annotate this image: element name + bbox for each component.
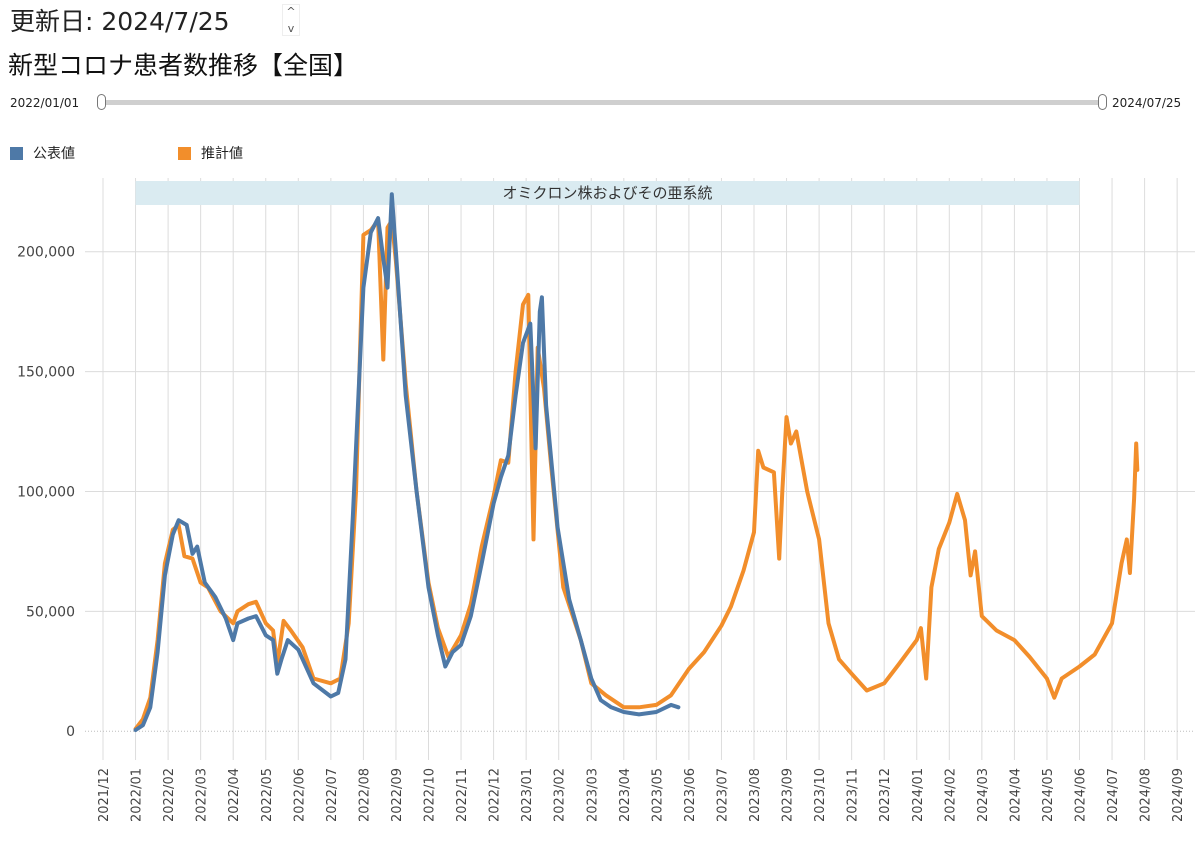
y-axis: 0 50,000 100,000 150,000 200,000 [17, 245, 75, 741]
chart-series [133, 192, 1140, 732]
range-start-handle[interactable] [97, 94, 106, 110]
x-tick-label-19: 2023/07 [715, 768, 730, 822]
x-tick-label-12: 2022/12 [488, 768, 503, 822]
y-tick-label-2: 100,000 [17, 484, 75, 500]
y-tick-label-0: 0 [66, 724, 75, 740]
x-tick-label-1: 2022/01 [130, 768, 145, 822]
update-date-row: 更新日: 2024/7/25 [10, 0, 230, 40]
x-tick-label-9: 2022/09 [390, 768, 405, 822]
x-tick-label-26: 2024/02 [943, 768, 958, 822]
x-tick-label-30: 2024/06 [1074, 768, 1089, 822]
x-tick-label-17: 2023/05 [650, 768, 665, 822]
legend-label-estimated: 推計値 [201, 146, 243, 162]
x-tick-label-21: 2023/09 [781, 768, 796, 822]
x-tick-label-2: 2022/02 [162, 768, 177, 822]
x-tick-label-27: 2024/03 [976, 768, 991, 822]
range-end-handle[interactable] [1098, 94, 1107, 110]
x-tick-label-25: 2024/01 [911, 768, 926, 822]
x-tick-label-8: 2022/08 [357, 768, 372, 822]
x-tick-label-22: 2023/10 [813, 768, 828, 822]
x-tick-label-13: 2023/01 [520, 768, 535, 822]
legend-label-published: 公表値 [33, 146, 75, 162]
annotation-band [135, 181, 1080, 205]
chart-annotation: オミクロン株およびその亜系統 [135, 181, 1080, 205]
y-tick-label-4: 200,000 [17, 245, 75, 261]
update-date-label: 更新日: 2024/7/25 [10, 7, 230, 36]
range-start-label: 2022/01/01 [10, 96, 80, 110]
x-tick-label-4: 2022/04 [227, 768, 242, 822]
legend-swatch-estimated [178, 146, 191, 160]
x-tick-label-29: 2024/05 [1041, 768, 1056, 822]
date-range-slider[interactable] [100, 100, 1104, 105]
x-tick-label-0: 2021/12 [97, 768, 112, 822]
y-tick-label-1: 50,000 [26, 604, 75, 620]
x-tick-label-32: 2024/08 [1139, 768, 1154, 822]
legend-item-estimated[interactable]: 推計値 [178, 143, 243, 163]
x-tick-label-20: 2023/08 [748, 768, 763, 822]
x-tick-label-3: 2022/03 [195, 768, 210, 822]
x-axis: 2021/12 2022/01 2022/02 2022/03 2022/04 2022/… [97, 768, 1186, 822]
x-tick-label-31: 2024/07 [1106, 768, 1121, 822]
x-tick-label-16: 2023/04 [618, 768, 633, 822]
y-tick-label-3: 150,000 [17, 365, 75, 381]
series-line-estimated[interactable] [133, 218, 1140, 731]
annotation-label: オミクロン株およびその亜系統 [503, 184, 713, 202]
x-tick-label-14: 2023/02 [553, 768, 568, 822]
x-tick-label-7: 2022/07 [325, 768, 340, 822]
x-tick-label-23: 2023/11 [846, 768, 861, 822]
range-end-label: 2024/07/25 [1112, 96, 1182, 110]
date-spinner[interactable]: ^ v [282, 4, 300, 36]
x-tick-label-5: 2022/05 [260, 768, 275, 822]
x-tick-label-28: 2024/04 [1008, 768, 1023, 822]
legend-item-published[interactable]: 公表値 [10, 143, 75, 163]
x-tick-label-33: 2024/09 [1171, 768, 1186, 822]
series-line-published[interactable] [133, 192, 681, 732]
x-tick-label-10: 2022/10 [423, 768, 438, 822]
x-tick-label-24: 2023/12 [878, 768, 893, 822]
x-tick-label-18: 2023/06 [683, 768, 698, 822]
chart-grid [85, 178, 1195, 760]
x-tick-label-11: 2022/11 [455, 768, 470, 822]
x-tick-label-6: 2022/06 [292, 768, 307, 822]
spinner-up-icon[interactable]: ^ [286, 5, 296, 18]
legend-swatch-published [10, 146, 23, 160]
spinner-down-icon[interactable]: v [287, 22, 295, 35]
page-title: 新型コロナ患者数推移【全国】 [8, 51, 359, 80]
x-tick-label-15: 2023/03 [585, 768, 600, 822]
